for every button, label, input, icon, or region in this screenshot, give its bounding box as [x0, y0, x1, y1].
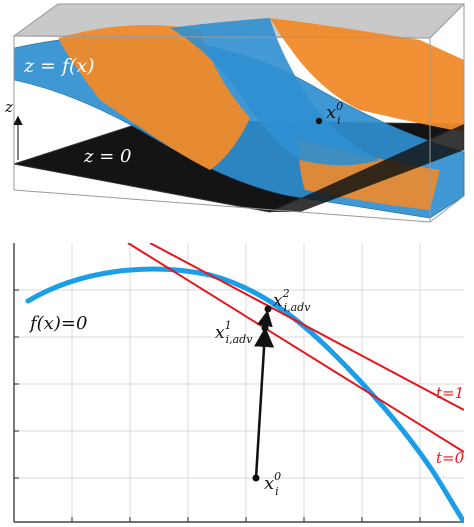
- point-x0: [252, 474, 260, 482]
- point-x1: [261, 324, 269, 332]
- point-x2-sup: 2: [282, 287, 290, 300]
- tangent-label-t1: t=1: [436, 384, 464, 402]
- surface-point-label: x0 i: [326, 100, 343, 127]
- surface-point-sup: 0: [336, 100, 343, 113]
- plot-ticks: [14, 289, 421, 522]
- surface-point-sub: i: [337, 114, 341, 127]
- plot-grid: [14, 243, 464, 522]
- surface-orange-right: [270, 18, 464, 132]
- tangent-label-t0: t=0: [436, 449, 465, 467]
- zero-plane-front: [270, 124, 464, 212]
- point-x2-sub: i,adv: [284, 301, 312, 314]
- curve-label: f(x)=0: [28, 313, 87, 334]
- point-x0-label: x0 i: [264, 470, 281, 498]
- level-curve: [25, 266, 464, 523]
- point-x1-sub: i,adv: [226, 333, 254, 346]
- tangent-line-t0: [127, 243, 464, 453]
- surface-blue-band: [170, 18, 380, 166]
- step-arrow-2: [256, 310, 273, 328]
- point-x2-base: x: [273, 291, 283, 311]
- plane-label: z = 0: [83, 146, 131, 167]
- point-x1-base: x: [215, 323, 225, 343]
- point-x0-base: x: [264, 473, 274, 494]
- plot-panel: f(x)=0 t=1 t=0 x0 i x1 i,adv x2 i,adv: [13, 243, 465, 523]
- point-x1-label: x1 i,adv: [215, 319, 253, 346]
- point-x1-sup: 1: [225, 319, 232, 332]
- tangent-line-t1: [149, 243, 464, 411]
- surface-panel: z z = f(x) z = 0 x0 i: [4, 3, 466, 223]
- surface-orange-upper: [58, 24, 250, 170]
- z-axis-label: z: [4, 98, 13, 116]
- point-x2: [264, 305, 272, 313]
- point-x2-label: x2 i,adv: [273, 287, 311, 314]
- point-x0-sub: i: [275, 485, 279, 498]
- surface-label: z = f(x): [23, 55, 95, 77]
- surface-point-base: x: [326, 102, 336, 123]
- bounding-box-front: [13, 35, 465, 223]
- surface-point: [315, 117, 323, 125]
- step-arrow-1: [254, 327, 275, 479]
- point-x0-sup: 0: [274, 470, 281, 483]
